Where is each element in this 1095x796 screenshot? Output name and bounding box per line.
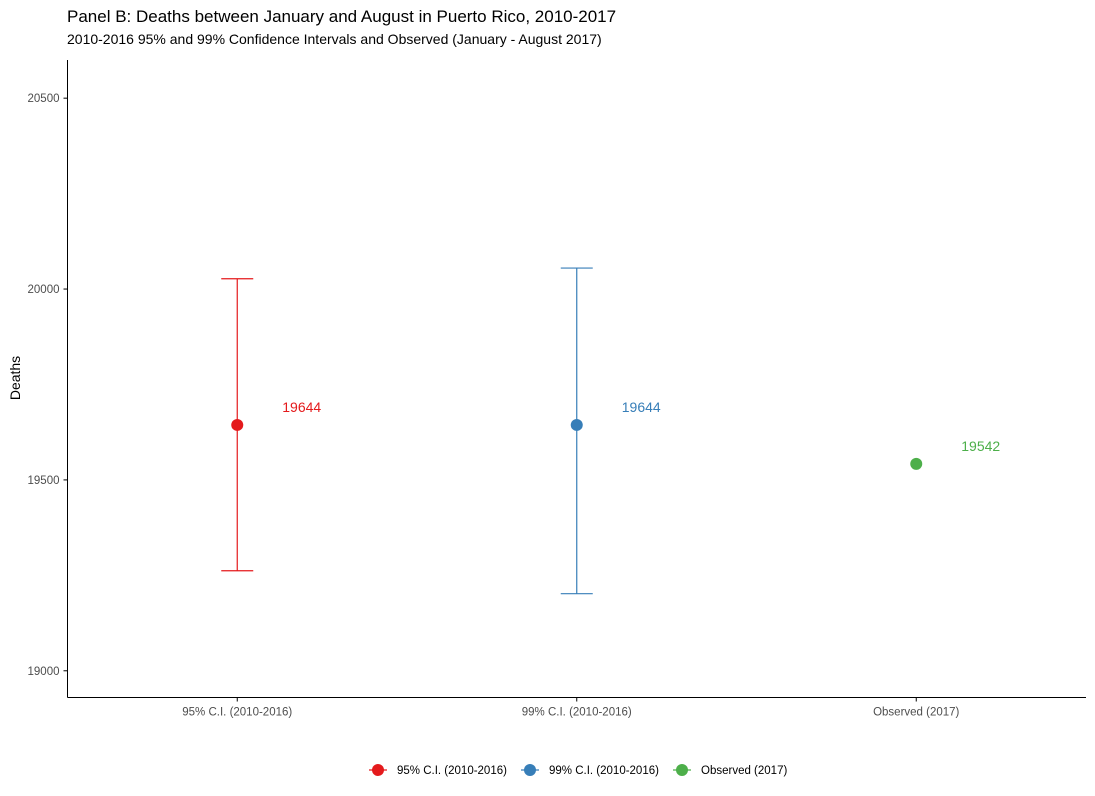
legend-label: Observed (2017) — [701, 765, 787, 777]
data-label: 19542 — [961, 438, 1000, 454]
axes: 19000 19500 20000 20500 95% C.I. (2010-2016… — [28, 60, 1086, 719]
y-axis-title: Deaths — [7, 356, 23, 400]
y-tick-label: 19000 — [28, 666, 60, 678]
chart-subtitle: 2010-2016 95% and 99% Confidence Interva… — [67, 31, 602, 47]
x-tick-label: 99% C.I. (2010-2016) — [522, 707, 632, 719]
x-tick-label: Observed (2017) — [873, 707, 959, 719]
x-tick-label: 95% C.I. (2010-2016) — [182, 707, 292, 719]
data-point — [910, 457, 923, 470]
chart-title: Panel B: Deaths between January and Augu… — [67, 7, 616, 26]
data-point — [570, 418, 583, 431]
y-tick-label: 20500 — [28, 93, 60, 105]
data-label: 19644 — [622, 399, 661, 415]
y-tick-label: 19500 — [28, 475, 60, 487]
legend-key-point — [676, 764, 688, 776]
legend-key-point — [372, 764, 384, 776]
legend-label: 99% C.I. (2010-2016) — [549, 765, 659, 777]
data-label: 19644 — [282, 399, 321, 415]
legend-label: 95% C.I. (2010-2016) — [397, 765, 507, 777]
y-tick-label: 20000 — [28, 284, 60, 296]
y-ticks: 19000 19500 20000 20500 — [28, 93, 68, 678]
plot-marks: 19644 19644 19542 — [221, 267, 1000, 595]
x-ticks: 95% C.I. (2010-2016) 99% C.I. (2010-2016)… — [182, 697, 960, 719]
data-point — [231, 418, 244, 431]
legend-key-point — [524, 764, 536, 776]
legend: 95% C.I. (2010-2016) 99% C.I. (2010-2016)… — [369, 764, 787, 777]
